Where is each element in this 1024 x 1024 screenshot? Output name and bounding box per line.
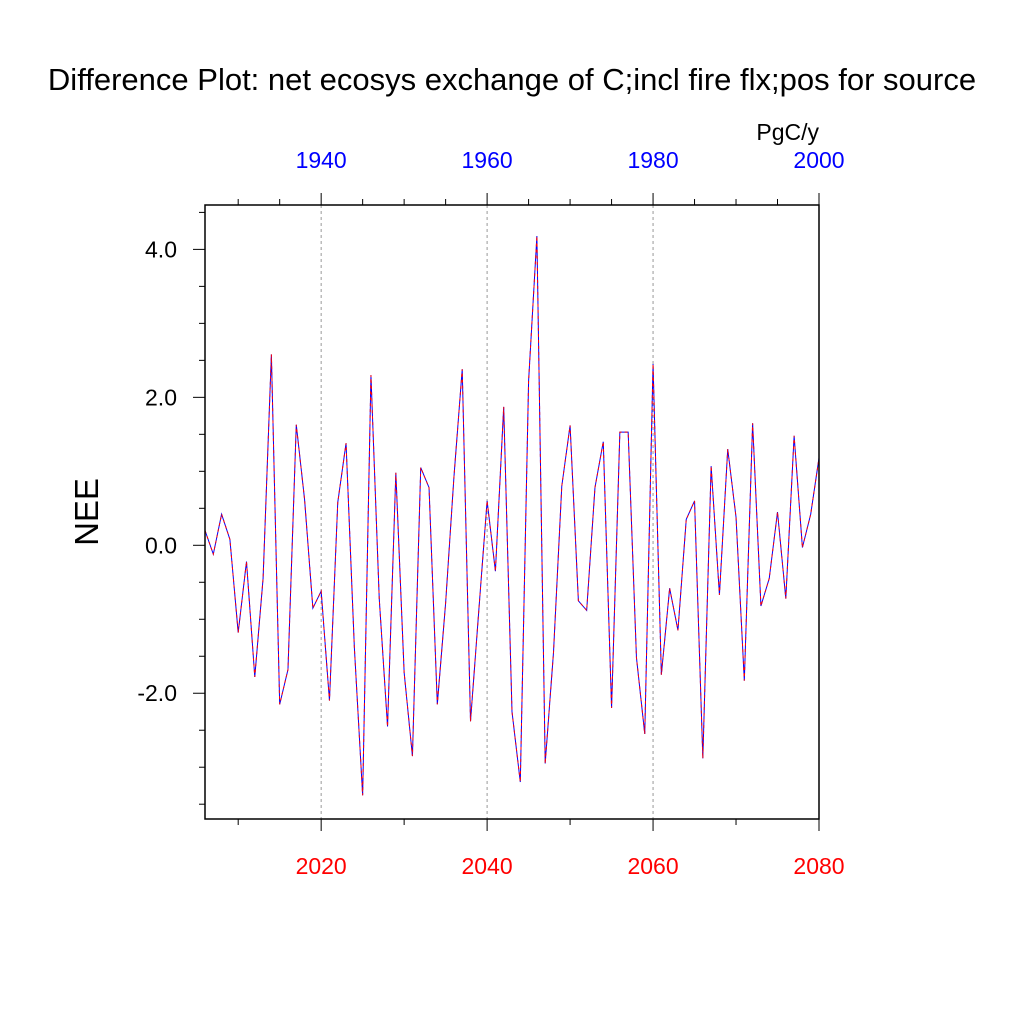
bottom-tick-label: 2080 (793, 853, 844, 879)
series-line (204, 236, 820, 796)
plot-frame (204, 204, 820, 820)
y-tick-label: 2.0 (145, 384, 177, 410)
top-tick-label: 2000 (793, 147, 844, 173)
chart-title: Difference Plot: net ecosys exchange of … (48, 62, 976, 97)
y-tick-label: 4.0 (145, 236, 177, 262)
top-axis-ticks: 1940 1960 1980 2000 (237, 147, 845, 205)
bottom-tick-label: 2020 (296, 853, 347, 879)
left-axis-ticks: -2.0 0.0 2.0 4.0 (137, 211, 205, 805)
y-tick-label: 0.0 (145, 532, 177, 558)
bottom-tick-label: 2040 (462, 853, 513, 879)
y-axis-label: NEE (68, 478, 105, 546)
top-tick-label: 1980 (627, 147, 678, 173)
series-layer (204, 236, 820, 796)
top-tick-label: 1940 (296, 147, 347, 173)
bottom-axis-ticks: 2020 2040 2060 2080 (237, 819, 845, 879)
top-tick-label: 1960 (462, 147, 513, 173)
y-tick-label: -2.0 (137, 680, 177, 706)
bottom-tick-label: 2060 (627, 853, 678, 879)
units-label: PgC/y (756, 119, 819, 145)
reference-lines (320, 205, 654, 819)
series-line-overlay (204, 236, 820, 796)
